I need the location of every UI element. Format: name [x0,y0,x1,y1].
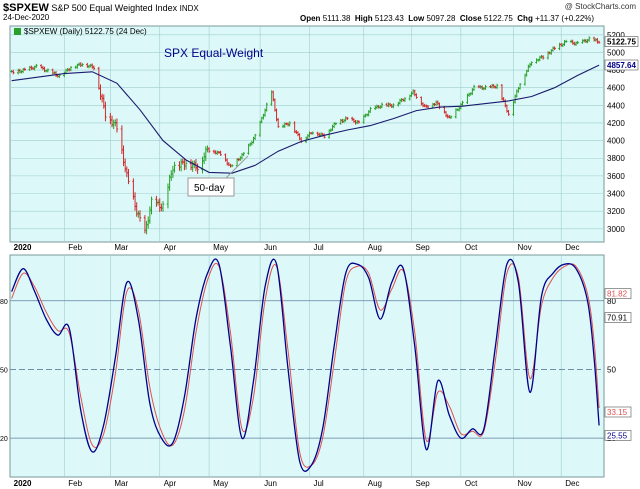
legend-swatch [14,28,21,35]
price-y-tick: 3600 [607,172,625,181]
high-label: High [354,14,373,23]
last-close-label-box [604,36,639,47]
stoch-x-label: Feb [68,479,82,488]
price-y-tick: 4000 [607,137,625,146]
exchange: INDX [179,4,199,13]
ma-value-label: 4857.64 [607,61,636,70]
stoch-right-label: 33.15 [607,408,628,417]
chart-date: 24-Dec-2020 [3,13,50,22]
price-x-label: Sep [415,243,430,252]
price-x-label: 2020 [14,243,32,252]
low-label: Low [408,14,425,23]
ma50-line [11,64,600,174]
stoch-x-label: Aug [368,479,382,488]
stoch-right-label-box [604,288,632,299]
price-y-tick: 4600 [607,84,625,93]
price-y-tick: 4200 [607,119,625,128]
stoch-y-tick-left: 50 [0,367,8,374]
price-x-label: Mar [114,243,128,252]
price-x-label: Aug [368,243,382,252]
stoch-x-label: Jul [313,479,323,488]
ma-annotation: 50-day [187,155,249,197]
price-x-label: Nov [518,243,532,252]
stoch-x-label: Nov [518,479,532,488]
price-y-tick: 3400 [607,190,625,199]
stoch-x-label: May [213,479,228,488]
price-x-label: Apr [164,243,177,252]
price-x-label: Dec [565,243,579,252]
price-panel-bg [9,25,605,243]
annotation-box [187,177,235,197]
stoch-y-tick-left: 20 [0,436,8,443]
price-x-label: Oct [465,243,478,252]
price-y-tick: 3800 [607,154,625,163]
chart-title: SPX Equal-Weight [164,46,264,60]
stoch-y-tick-right: 50 [607,365,616,374]
watermark: @ StockCharts.com [564,2,636,11]
open-value: 5111.38 [322,14,351,23]
legend-text: $SPXEW (Daily) 5122.75 (24 Dec) [24,27,147,36]
chg-label: Chg [517,14,533,23]
price-x-label: Feb [68,243,82,252]
price-y-tick: 5200 [607,31,625,40]
low-value: 5097.28 [426,14,456,23]
index-name: S&P 500 Equal Weighted Index [51,3,178,13]
price-y-tick: 3000 [607,225,625,234]
stoch-panel-bg [9,254,605,478]
stoch-y-tick-left: 80 [0,299,8,306]
close-value: 5122.75 [483,14,513,23]
price-x-label: Jul [313,243,323,252]
open-label: Open [300,14,321,23]
stoch-right-label-box [604,312,632,323]
stoch-x-label: Mar [114,479,128,488]
stoch-x-label: Dec [565,479,579,488]
price-x-label: May [213,243,228,252]
stoch-x-label: Sep [415,479,430,488]
price-y-tick: 5000 [607,48,625,57]
price-y-tick: 4400 [607,101,625,110]
chg-value: +11.37 (+0.22%) [535,14,595,23]
symbol: $SPXEW [3,2,49,14]
last-close-label: 5122.75 [607,38,636,47]
stoch-x-label: Apr [164,479,177,488]
stoch-right-label: 70.91 [607,314,628,323]
price-y-tick: 3200 [607,207,625,216]
annotation-text: 50-day [194,183,225,194]
close-label: Close [459,14,482,23]
price-y-tick: 4800 [607,66,625,75]
stoch-x-label: 2020 [14,479,32,488]
ma-value-label-box [604,59,639,71]
stoch-x-label: Jun [264,479,277,488]
stoch-k-line [11,258,600,472]
stoch-right-label: 25.55 [607,431,628,440]
stoch-right-label-box [604,406,632,418]
stoch-x-label: Oct [465,479,478,488]
high-value: 5123.43 [374,14,404,23]
stoch-right-label: 81.82 [607,290,628,299]
stoch-right-label-box [604,430,632,441]
price-x-label: Jun [264,243,277,252]
stoch-y-tick-right: 80 [607,297,616,306]
